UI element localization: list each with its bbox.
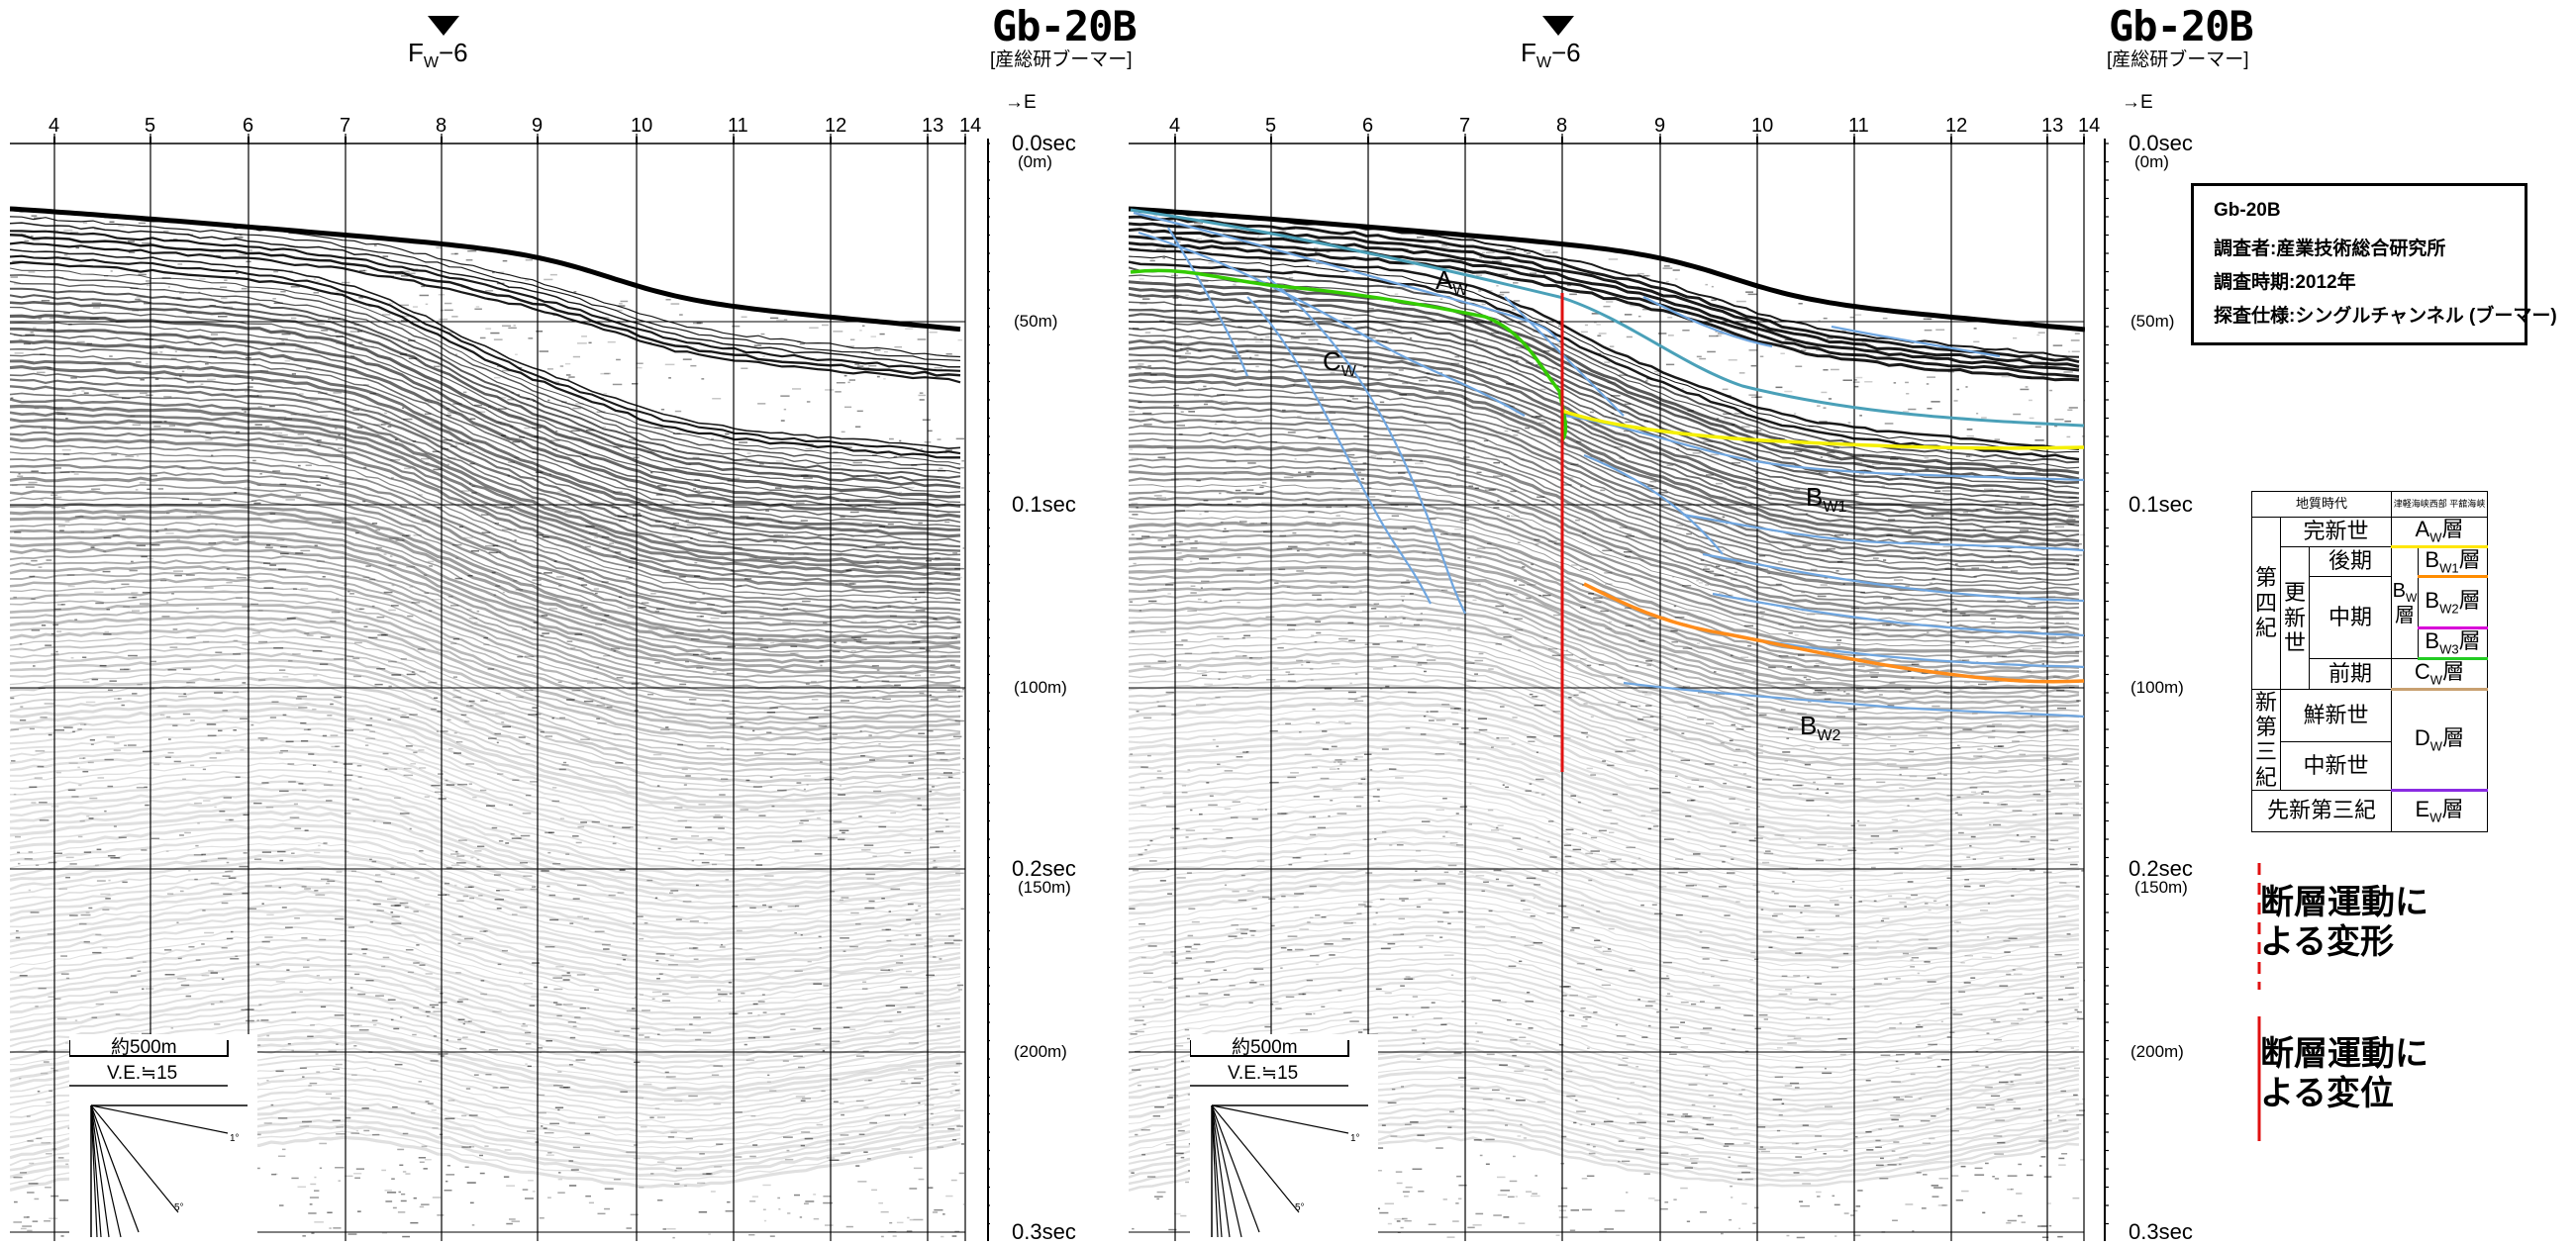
interpreted-reflector (1703, 554, 2084, 601)
cell-dw: DW層 (2392, 689, 2488, 790)
depth-label: (200m) (2130, 1042, 2184, 1062)
cell-ew: EW層 (2392, 790, 2488, 831)
scale-bar-right: 約500m V.E.≒15 1° 5° (1190, 1034, 1378, 1247)
depth-label: (100m) (2130, 678, 2184, 698)
interpreted-reflector (1713, 594, 2084, 635)
cell-pliocene: 鮮新世 (2281, 689, 2392, 742)
interpreted-reflector (1624, 683, 2084, 717)
unit-label-aw: AW (1436, 265, 1467, 300)
cell-bw2: BW2層 (2419, 577, 2488, 628)
angle-label: 1° (1350, 1133, 1360, 1144)
time-label: 0.3sec (1012, 1219, 1076, 1245)
horizon-yellow (1562, 411, 2084, 448)
depth-label: (100m) (1014, 678, 1067, 698)
header-unit: 津軽海峡西部 平舘海峡 (2392, 492, 2488, 518)
time-label: 0.1sec (2129, 492, 2193, 518)
legend-displacement: 断層運動に よる変位 (2260, 1034, 2428, 1113)
cell-bw3: BW3層 (2419, 628, 2488, 659)
scale-label: 約500m (1232, 1032, 1298, 1059)
depth-label: (200m) (1014, 1042, 1067, 1062)
time-label: 0.1sec (1012, 492, 1076, 518)
unit-label-bw2: BW2 (1800, 711, 1840, 745)
unit-label-cw: CW (1323, 346, 1356, 381)
depth-label: (0m) (2134, 152, 2169, 172)
depth-label: (0m) (1018, 152, 1052, 172)
depth-label: (50m) (1014, 312, 1057, 332)
interpreted-reflector (1643, 297, 1772, 346)
cell-cw: CW層 (2392, 659, 2488, 690)
ve-label: V.E.≒15 (1228, 1062, 1298, 1085)
cell-bw1: BW1層 (2419, 546, 2488, 577)
interpreted-reflector (1723, 633, 2084, 667)
depth-label: (150m) (2134, 878, 2188, 898)
interpreted-reflector (1139, 233, 1525, 416)
interpreted-reflector (1832, 327, 2000, 356)
unit-label-bw1: BW1 (1806, 482, 1846, 517)
survey-info-box: Gb-20B 調査者:産業技術総合研究所 調査時期:2012年 探査仕様:シング… (2191, 183, 2527, 345)
cell-early: 前期 (2310, 659, 2392, 690)
header-geologic-age: 地質時代 (2252, 492, 2392, 518)
interpreted-reflector (1267, 277, 1465, 614)
interpreted-reflector (1584, 455, 1723, 554)
depth-label: (50m) (2130, 312, 2174, 332)
info-line-surveyor: 調査者:産業技術総合研究所 (2214, 234, 2445, 260)
angle-label: 5° (1295, 1202, 1305, 1213)
cell-holocene: 完新世 (2281, 518, 2392, 547)
depth-label: (150m) (1018, 878, 1071, 898)
cell-aw: AW層 (2392, 518, 2488, 547)
cell-miocene: 中新世 (2281, 742, 2392, 791)
interpreted-reflector (1168, 228, 1247, 376)
cell-middle: 中期 (2310, 577, 2392, 659)
seafloor-line (1131, 210, 2084, 426)
cell-pre-neogene: 先新第三紀 (2252, 790, 2392, 831)
interpreted-reflector (1683, 515, 2084, 550)
interpreted-reflector (1247, 297, 1431, 604)
legend-deformation: 断層運動に よる変形 (2260, 883, 2428, 962)
info-line-spec: 探査仕様:シングルチャンネル (ブーマー) (2214, 301, 2557, 328)
cell-late: 後期 (2310, 546, 2392, 577)
time-label: 0.3sec (2129, 1219, 2193, 1245)
info-line-date: 調査時期:2012年 (2214, 267, 2356, 294)
info-line-survey-id: Gb-20B (2214, 200, 2281, 222)
